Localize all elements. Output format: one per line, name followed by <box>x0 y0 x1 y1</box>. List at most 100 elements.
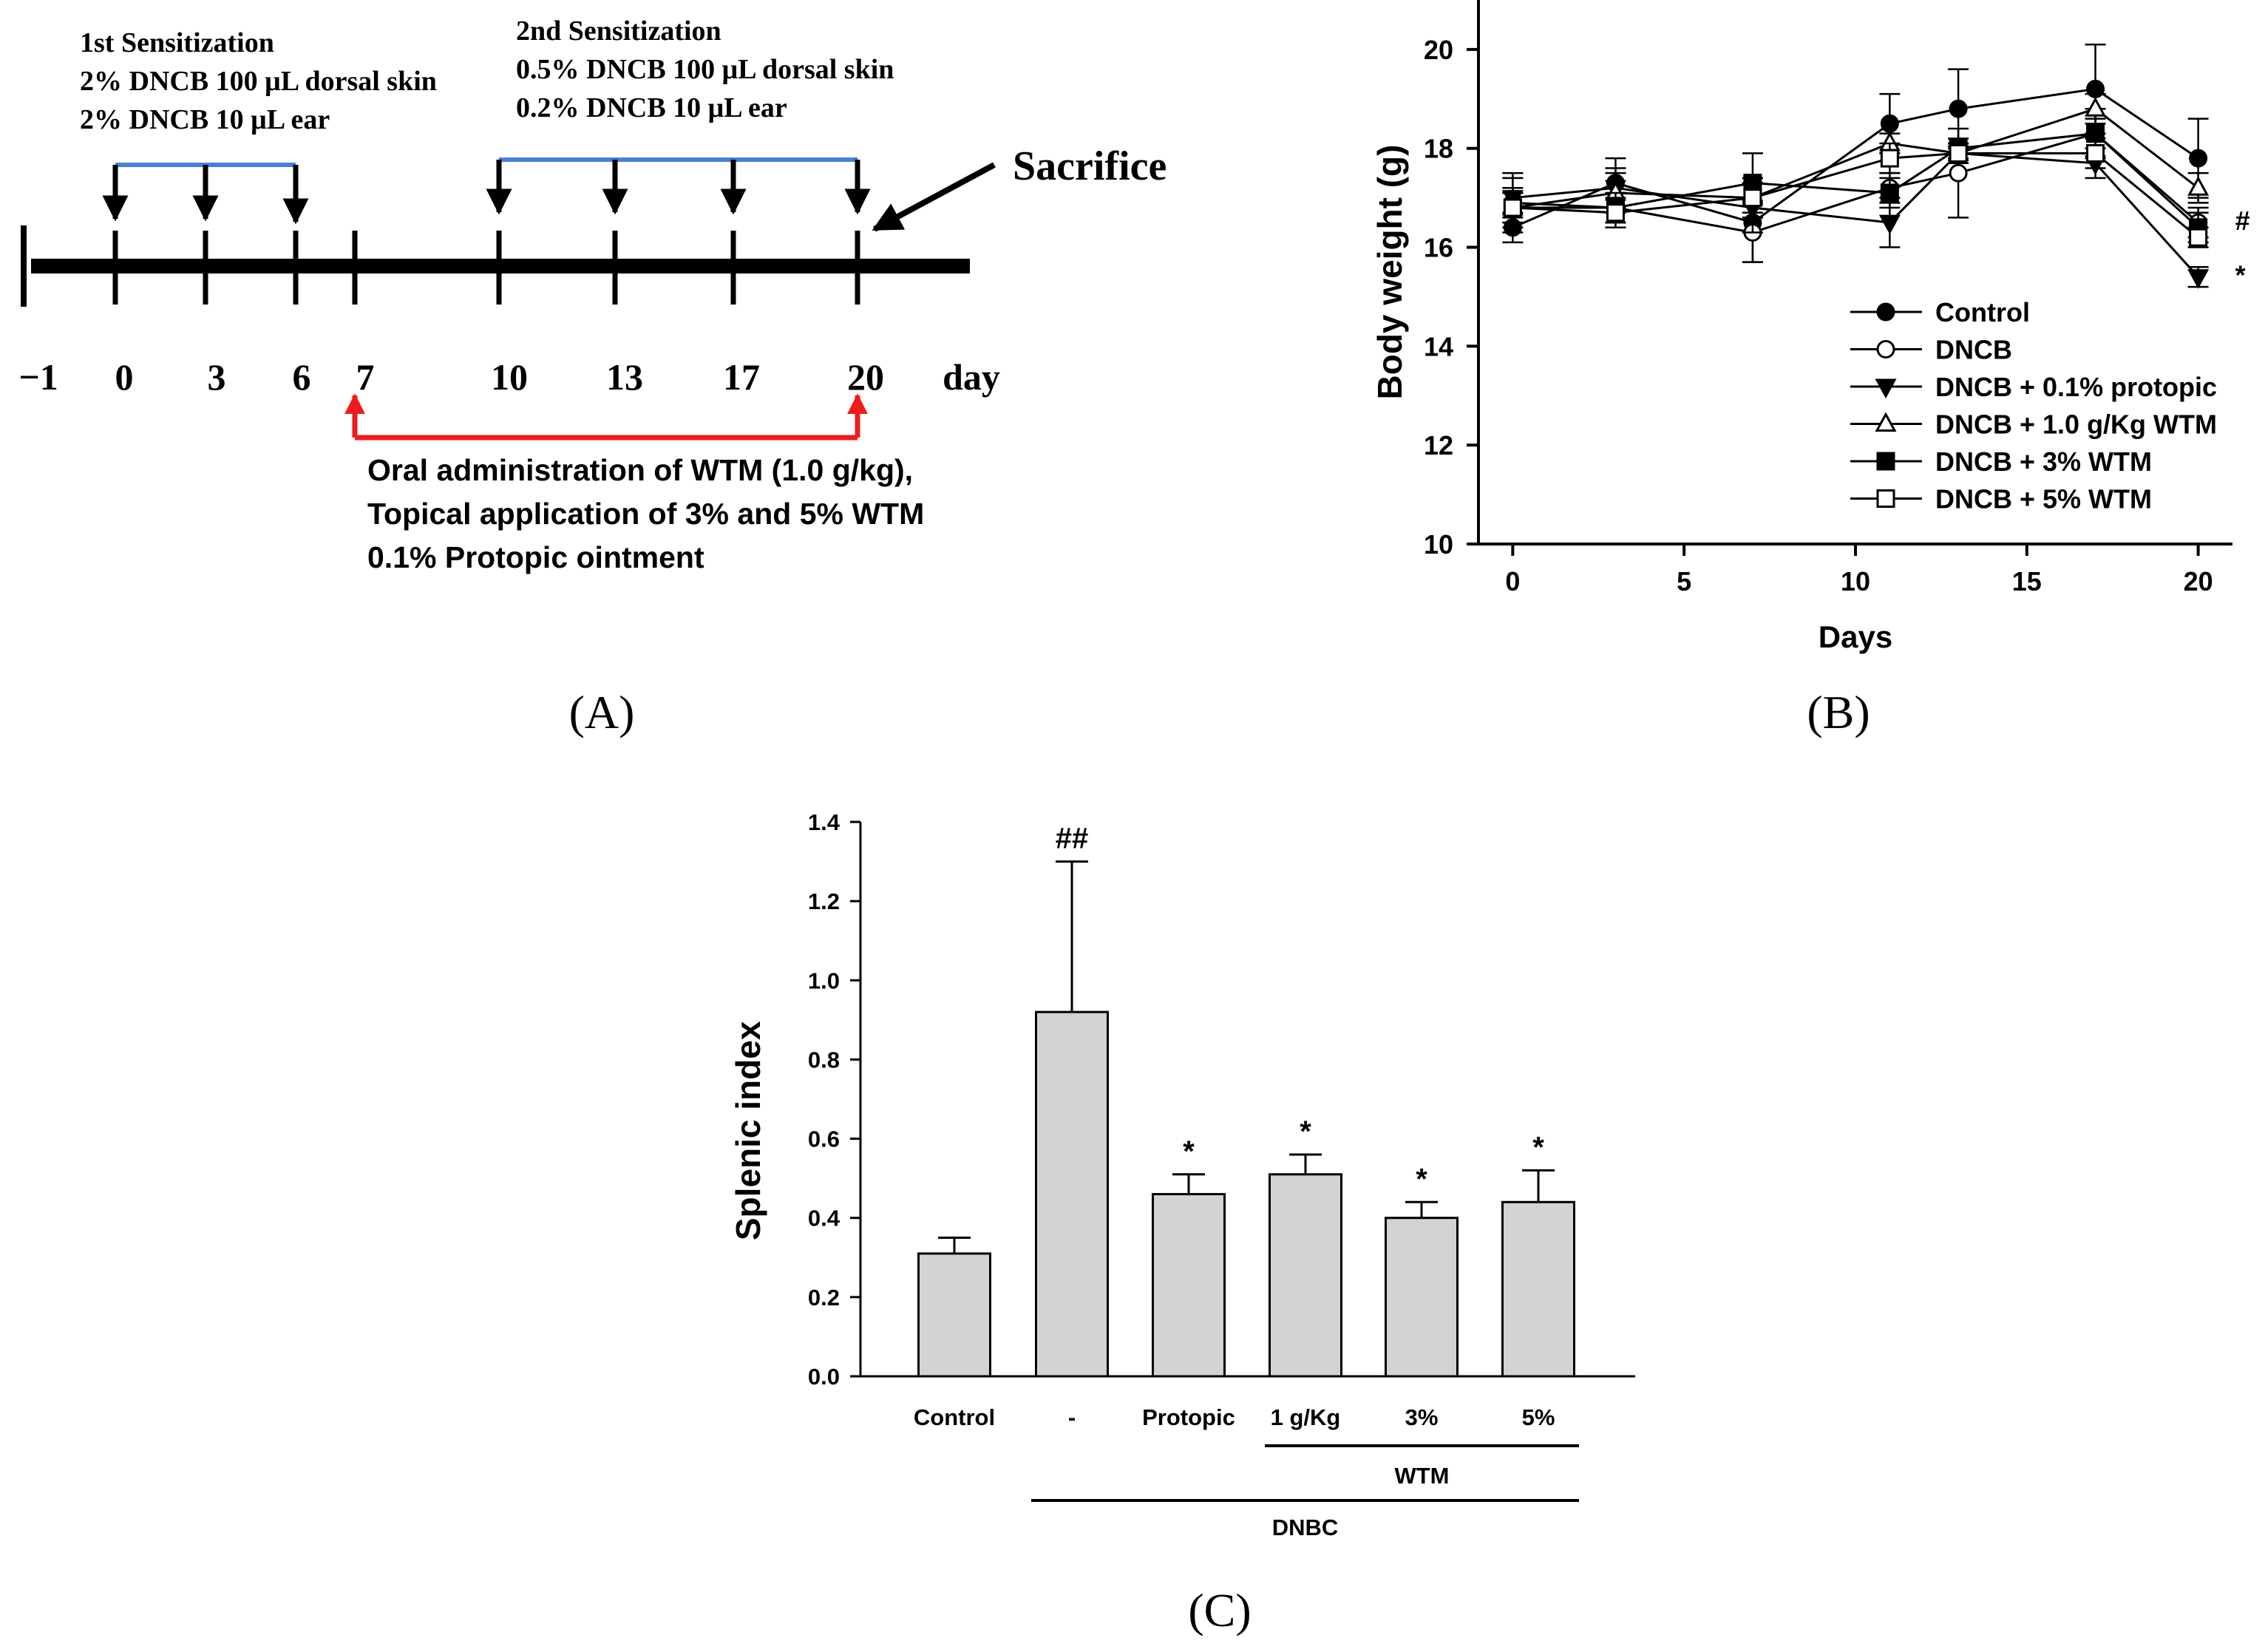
bar <box>1269 1173 1342 1378</box>
day-labels: −1 0 3 6 7 10 13 17 20 day <box>18 356 1000 398</box>
data-point <box>1880 114 1899 133</box>
y-tick-label: 20 <box>1424 35 1453 65</box>
legend-label: DNCB + 3% WTM <box>1935 446 2152 477</box>
panel-label-b: (B) <box>1807 686 1870 738</box>
legend-label: DNCB + 5% WTM <box>1935 484 2152 514</box>
data-point <box>1949 99 1968 118</box>
x-tick-label: 5 <box>1677 566 1691 596</box>
legend: Control DNCB DNCB + 0.1% protopic DNCB + 1.… <box>1850 297 2217 514</box>
legend-marker <box>1876 489 1895 508</box>
first-sensitization-title: 1st Sensitization <box>80 27 274 58</box>
significance-marker: * <box>2235 260 2246 290</box>
data-point <box>2085 97 2107 117</box>
treatment-line-1: Oral administration of WTM (1.0 g/kg), <box>367 453 913 487</box>
legend-label: DNCB + 1.0 g/Kg WTM <box>1935 409 2217 440</box>
treatment-line-2: Topical application of 3% and 5% WTM <box>367 497 924 531</box>
day-label: 0 <box>115 356 134 398</box>
data-point <box>2189 228 2208 247</box>
treatment-line-3: 0.1% Protopic ointment <box>367 540 704 574</box>
significance-marker: * <box>1183 1135 1195 1168</box>
data-point <box>2187 176 2210 196</box>
bar <box>1501 1200 1575 1378</box>
y-tick-label: 16 <box>1424 233 1453 263</box>
x-tick-label: Control <box>914 1404 995 1430</box>
second-sensitization-line-2: 0.2% DNCB 10 μL ear <box>516 92 787 123</box>
series-5 <box>1502 137 2209 248</box>
y-axis-title: Body weight (g) <box>1371 145 1409 400</box>
sacrifice-label: Sacrifice <box>1013 143 1167 189</box>
second-sensitization-line-1: 0.5% DNCB 100 μL dorsal skin <box>516 54 894 85</box>
day-unit-label: day <box>943 356 1000 398</box>
body-weight-chart: 10 12 14 16 18 20 0 5 10 15 20 Days Body weight (g) #… <box>1371 0 2250 738</box>
y-tick-label: 1.4 <box>808 809 841 835</box>
data-point <box>1880 149 1899 168</box>
y-axis-title: Splenic index <box>729 1021 767 1240</box>
first-sensitization-line-1: 2% DNCB 100 μL dorsal skin <box>80 66 437 97</box>
y-tick-label: 1.2 <box>808 888 840 914</box>
timeline-panel: 1st Sensitization 2% DNCB 100 μL dorsal … <box>18 16 1167 738</box>
x-tick-label: Protopic <box>1142 1404 1235 1430</box>
significance-marker: * <box>1532 1131 1544 1163</box>
x-tick-label: 5% <box>1522 1404 1555 1430</box>
legend-marker <box>1876 340 1895 358</box>
significance-marker: * <box>1416 1163 1427 1195</box>
sensitization-arrows <box>102 160 871 225</box>
significance-marker: * <box>1300 1115 1311 1148</box>
y-tick-label: 0.0 <box>808 1364 840 1390</box>
data-point <box>1743 188 1762 208</box>
data-point <box>2086 143 2105 163</box>
day-label: 10 <box>491 356 528 398</box>
y-tick-label: 18 <box>1424 134 1453 164</box>
day-label: 20 <box>847 356 884 398</box>
day-label: 17 <box>723 356 760 398</box>
x-tick-label: 10 <box>1841 566 1870 596</box>
data-point <box>1606 203 1625 222</box>
timeline-ticks <box>112 231 860 305</box>
y-tick-label: 14 <box>1424 331 1453 361</box>
legend-label: DNCB <box>1935 335 2012 365</box>
panel-label-c: (C) <box>1188 1584 1251 1636</box>
panel-label-a: (A) <box>569 686 635 738</box>
legend-marker <box>1876 302 1895 322</box>
data-point <box>1878 214 1901 235</box>
x-axis-title: Days <box>1819 619 1892 654</box>
significance-marker: # <box>2235 205 2250 236</box>
legend-marker <box>1876 452 1895 471</box>
dnbc-group-label: DNBC <box>1272 1515 1339 1540</box>
data-point <box>2187 269 2210 289</box>
first-sensitization-line-2: 2% DNCB 10 μL ear <box>80 104 330 135</box>
y-tick-label: 0.6 <box>808 1126 840 1152</box>
day-label: 13 <box>606 356 643 398</box>
splenic-index-chart: 0.0 0.2 0.4 0.6 0.8 1.0 1.2 1.4 Splenic index Con… <box>729 809 1635 1636</box>
day-label: −1 <box>18 356 58 398</box>
day-label: 3 <box>208 356 226 398</box>
x-tick-label: 20 <box>2184 566 2213 596</box>
data-point <box>2189 149 2208 168</box>
legend-marker <box>1875 412 1897 432</box>
y-tick-label: 0.2 <box>808 1285 840 1311</box>
second-sensitization-title: 2nd Sensitization <box>516 16 721 47</box>
bar <box>1035 1010 1109 1378</box>
significance-marker: ## <box>1056 823 1089 855</box>
data-point <box>1503 198 1522 217</box>
bar <box>1385 1217 1459 1378</box>
bar <box>1152 1193 1226 1378</box>
legend-label: DNCB + 0.1% protopic <box>1935 372 2217 402</box>
legend-marker <box>1875 378 1897 399</box>
y-tick-label: 0.8 <box>808 1047 840 1073</box>
x-tick-label: - <box>1068 1404 1076 1430</box>
day-label: 7 <box>356 356 375 398</box>
x-tick-label: 15 <box>2012 566 2042 596</box>
x-tick-label: 0 <box>1505 566 1520 596</box>
y-tick-label: 1.0 <box>808 968 840 993</box>
legend-label: Control <box>1935 297 2030 327</box>
x-tick-label: 1 g/Kg <box>1271 1404 1341 1430</box>
treatment-period-arrow <box>344 393 868 441</box>
data-point <box>1949 163 1968 183</box>
y-tick-label: 12 <box>1424 430 1453 460</box>
sacrifice-arrow <box>872 162 996 232</box>
bar <box>917 1252 991 1378</box>
day-label: 6 <box>293 356 311 398</box>
data-point <box>1949 143 1968 163</box>
